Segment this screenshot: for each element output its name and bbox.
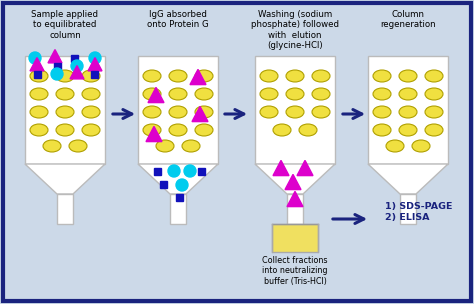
Ellipse shape — [373, 88, 391, 100]
Polygon shape — [146, 126, 162, 142]
Circle shape — [176, 179, 188, 191]
Ellipse shape — [425, 106, 443, 118]
Ellipse shape — [69, 140, 87, 152]
Polygon shape — [57, 194, 73, 224]
Ellipse shape — [286, 88, 304, 100]
Polygon shape — [368, 56, 448, 164]
Ellipse shape — [195, 106, 213, 118]
Ellipse shape — [56, 124, 74, 136]
Polygon shape — [287, 194, 303, 224]
Circle shape — [71, 60, 83, 72]
Bar — [176, 194, 183, 201]
Ellipse shape — [143, 70, 161, 82]
Ellipse shape — [169, 70, 187, 82]
Ellipse shape — [169, 106, 187, 118]
Polygon shape — [25, 164, 105, 194]
Ellipse shape — [260, 70, 278, 82]
Ellipse shape — [182, 140, 200, 152]
Bar — [155, 168, 162, 174]
Text: Column
regeneration: Column regeneration — [380, 10, 436, 29]
Ellipse shape — [260, 106, 278, 118]
Ellipse shape — [286, 70, 304, 82]
Polygon shape — [25, 56, 105, 164]
Polygon shape — [170, 194, 186, 224]
Ellipse shape — [425, 70, 443, 82]
Text: Sample applied
to equilibrated
column: Sample applied to equilibrated column — [31, 10, 99, 40]
Ellipse shape — [312, 70, 330, 82]
Polygon shape — [70, 66, 84, 79]
Circle shape — [51, 68, 63, 80]
Text: Washing (sodium
phosphate) followed
with  elution
(glycine-HCl): Washing (sodium phosphate) followed with… — [251, 10, 339, 50]
Ellipse shape — [299, 124, 317, 136]
Ellipse shape — [169, 88, 187, 100]
Bar — [199, 168, 206, 174]
Bar — [272, 224, 318, 252]
Ellipse shape — [56, 106, 74, 118]
Ellipse shape — [399, 88, 417, 100]
Ellipse shape — [386, 140, 404, 152]
Ellipse shape — [195, 70, 213, 82]
Ellipse shape — [425, 124, 443, 136]
Ellipse shape — [43, 140, 61, 152]
Ellipse shape — [286, 106, 304, 118]
Ellipse shape — [82, 106, 100, 118]
Ellipse shape — [82, 124, 100, 136]
Ellipse shape — [399, 106, 417, 118]
Ellipse shape — [373, 70, 391, 82]
Polygon shape — [368, 164, 448, 194]
Circle shape — [168, 165, 180, 177]
Polygon shape — [138, 56, 218, 164]
Ellipse shape — [195, 124, 213, 136]
Ellipse shape — [273, 124, 291, 136]
Ellipse shape — [143, 88, 161, 100]
Ellipse shape — [195, 88, 213, 100]
Polygon shape — [148, 88, 164, 103]
Ellipse shape — [143, 106, 161, 118]
Polygon shape — [138, 164, 218, 194]
Ellipse shape — [56, 88, 74, 100]
Ellipse shape — [399, 124, 417, 136]
Ellipse shape — [312, 88, 330, 100]
Bar — [161, 181, 167, 188]
Polygon shape — [30, 57, 44, 71]
Ellipse shape — [260, 88, 278, 100]
Polygon shape — [190, 69, 206, 85]
Ellipse shape — [82, 70, 100, 82]
Polygon shape — [400, 194, 416, 224]
Bar — [91, 71, 99, 78]
Ellipse shape — [373, 106, 391, 118]
Ellipse shape — [82, 88, 100, 100]
Ellipse shape — [56, 70, 74, 82]
Ellipse shape — [373, 124, 391, 136]
Ellipse shape — [30, 88, 48, 100]
Ellipse shape — [156, 140, 174, 152]
Polygon shape — [88, 57, 102, 71]
Polygon shape — [285, 174, 301, 190]
Ellipse shape — [425, 88, 443, 100]
Polygon shape — [287, 192, 303, 207]
Polygon shape — [255, 56, 335, 164]
Ellipse shape — [412, 140, 430, 152]
Ellipse shape — [399, 70, 417, 82]
Polygon shape — [192, 106, 208, 122]
Ellipse shape — [30, 70, 48, 82]
Circle shape — [184, 165, 196, 177]
Circle shape — [89, 52, 101, 64]
Text: Collect fractions
into neutralizing
buffer (Tris-HCl): Collect fractions into neutralizing buff… — [262, 256, 328, 286]
Circle shape — [29, 52, 41, 64]
Ellipse shape — [312, 106, 330, 118]
Polygon shape — [48, 50, 62, 63]
Bar — [54, 63, 61, 70]
Ellipse shape — [169, 124, 187, 136]
Polygon shape — [273, 161, 289, 176]
Text: 1) SDS-PAGE
2) ELISA: 1) SDS-PAGE 2) ELISA — [385, 202, 453, 222]
Bar — [72, 54, 79, 61]
Polygon shape — [255, 164, 335, 194]
Bar — [34, 71, 40, 78]
Ellipse shape — [143, 124, 161, 136]
Text: IgG absorbed
onto Protein G: IgG absorbed onto Protein G — [147, 10, 209, 29]
Ellipse shape — [30, 106, 48, 118]
Ellipse shape — [30, 124, 48, 136]
Polygon shape — [297, 161, 313, 176]
